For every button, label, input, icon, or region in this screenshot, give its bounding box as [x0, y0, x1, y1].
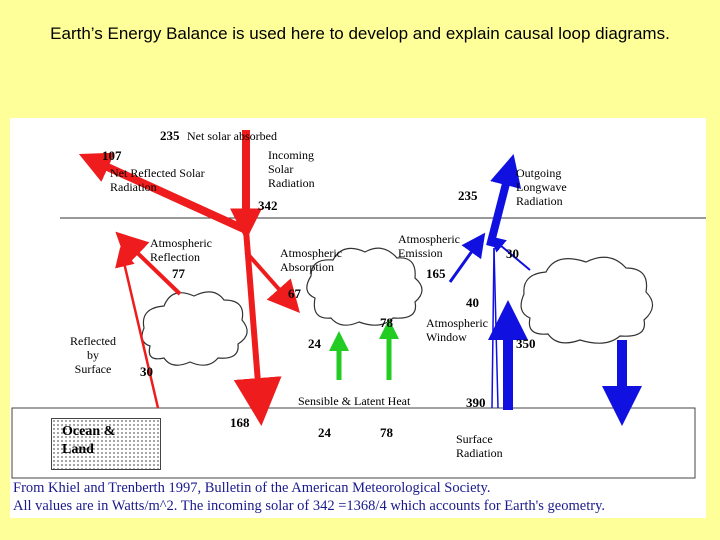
- window-arrow: [491, 247, 495, 409]
- atm-absorption-arrow: [244, 250, 300, 313]
- reflected-surface-value: 30: [140, 364, 153, 379]
- ocean-land-box: Ocean & Land: [51, 418, 161, 470]
- net-reflected-label: Net Reflected Solar Radiation: [110, 166, 205, 194]
- back-radiation-value: 30: [506, 246, 519, 261]
- ocean-land-label: Ocean & Land: [62, 424, 116, 457]
- back-surface-value: 350: [516, 336, 536, 351]
- atm-reflection-value: 77: [172, 266, 185, 281]
- cloud-left: [141, 291, 248, 366]
- cloud-right: [520, 256, 654, 344]
- sensible-value: 24: [308, 336, 321, 351]
- latent-surface-value: 78: [380, 425, 393, 440]
- surface-solar-arrow: [233, 229, 282, 426]
- reflected-surface-arrow: [115, 246, 160, 409]
- incoming-value: 342: [258, 198, 278, 213]
- energy-balance-diagram: 235 Net solar absorbed 107 Net Reflected…: [10, 118, 706, 518]
- outgoing-label: Outgoing Longwave Radiation: [516, 166, 567, 208]
- net-reflected-value: 107: [102, 148, 122, 163]
- atm-emission-value: 165: [426, 266, 446, 281]
- sensible-surface-value: 24: [318, 425, 331, 440]
- atm-absorption-label: Atmospheric Absorption: [280, 246, 342, 274]
- surface-absorbed-value: 168: [230, 415, 250, 430]
- latent-value: 78: [380, 315, 393, 330]
- outgoing-value: 235: [458, 188, 478, 203]
- sensible-latent-label: Sensible & Latent Heat: [298, 394, 411, 408]
- slide-title: Earth’s Energy Balance is used here to d…: [50, 24, 670, 43]
- atm-emission-arrow: [448, 232, 486, 283]
- reflected-surface-label: Reflected by Surface: [70, 334, 116, 376]
- outgoing-longwave-arrow: [486, 154, 522, 247]
- caption-line-1: From Khiel and Trenberth 1997, Bulletin …: [13, 480, 491, 496]
- surface-radiation-label: Surface Radiation: [456, 432, 503, 460]
- incoming-label: Incoming Solar Radiation: [268, 148, 315, 190]
- net-reflected-arrow: [78, 152, 248, 234]
- net-solar-absorbed-value: 235: [160, 128, 180, 143]
- cloud-middle: [306, 247, 423, 326]
- atm-absorption-value: 67: [288, 286, 301, 301]
- window-arrow-2: [493, 247, 499, 409]
- window-label: Atmospheric Window: [426, 316, 488, 344]
- atm-reflection-label: Atmospheric Reflection: [150, 236, 212, 264]
- surface-emission-value: 390: [466, 395, 486, 410]
- net-solar-absorbed-label: Net solar absorbed: [187, 129, 277, 143]
- cloud-emission-arrow: [489, 236, 531, 271]
- caption-line-2: All values are in Watts/m^2. The incomin…: [13, 498, 606, 514]
- window-value: 40: [466, 295, 479, 310]
- atm-emission-label: Atmospheric Emission: [398, 232, 460, 260]
